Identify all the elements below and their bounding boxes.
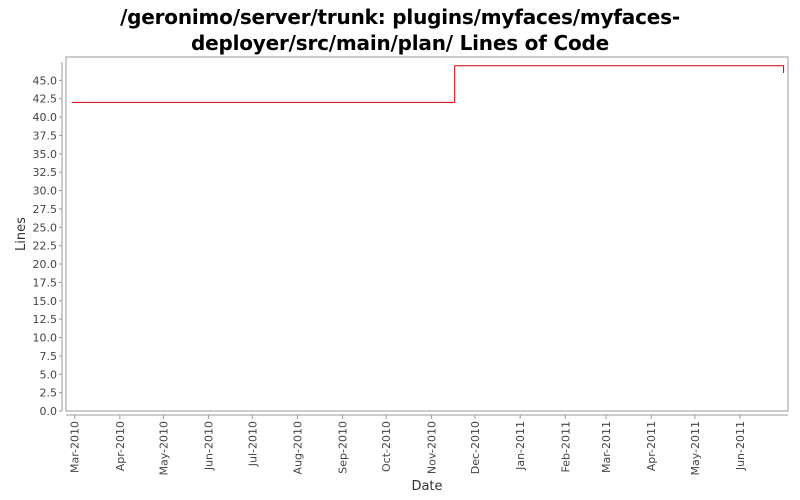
y-axis-label: Lines xyxy=(14,217,29,251)
y-tick-label: 22.5 xyxy=(33,240,58,253)
series-layer xyxy=(71,65,785,103)
y-tick-label: 32.5 xyxy=(33,166,58,179)
y-tick-label: 17.5 xyxy=(33,276,58,289)
y-tick-label: 30.0 xyxy=(33,185,58,198)
x-tick-label: Oct-2010 xyxy=(380,421,393,472)
y-tick-label: 5.0 xyxy=(40,368,58,381)
x-tick-label: Sep-2010 xyxy=(337,421,350,474)
y-tick-label: 12.5 xyxy=(33,313,58,326)
x-tick-label: Jan-2011 xyxy=(514,421,527,471)
y-tick-label: 15.0 xyxy=(33,295,58,308)
y-tick-label: 35.0 xyxy=(33,148,58,161)
y-tick-label: 2.5 xyxy=(40,387,58,400)
y-tick-label: 10.0 xyxy=(33,332,58,345)
x-axis-label: Date xyxy=(411,479,442,494)
x-tick-label: Mar-2011 xyxy=(600,421,613,473)
chart-title-line-1: /geronimo/server/trunk: plugins/myfaces/… xyxy=(120,5,680,29)
y-tick-label: 42.5 xyxy=(33,93,58,106)
y-tick-label: 27.5 xyxy=(33,203,58,216)
y-tick-label: 40.0 xyxy=(33,111,58,124)
y-tick-label: 25.0 xyxy=(33,221,58,234)
x-tick-label: Mar-2010 xyxy=(69,421,82,473)
x-tick-label: May-2011 xyxy=(689,421,702,476)
y-tick-label: 20.0 xyxy=(33,258,58,271)
x-tick-label: May-2010 xyxy=(158,421,171,476)
x-tick-label: Jun-2011 xyxy=(734,421,747,471)
x-tick-label: Aug-2010 xyxy=(291,421,304,474)
y-tick-label: 37.5 xyxy=(33,129,58,142)
plot-area xyxy=(65,56,789,412)
x-tick-label: Feb-2011 xyxy=(559,421,572,472)
x-tick-label: Nov-2010 xyxy=(425,421,438,474)
y-axis-ticks: 0.0 2.5 5.0 7.5 10.0 12.5 15.0 17.5 20.0 22.5 25.0… xyxy=(33,74,62,418)
x-tick-label: Dec-2010 xyxy=(469,421,482,474)
series-line xyxy=(71,65,785,103)
chart-title: /geronimo/server/trunk: plugins/myfaces/… xyxy=(0,4,800,56)
y-tick-label: 45.0 xyxy=(33,74,58,87)
x-tick-label: Jul-2010 xyxy=(246,421,259,467)
y-tick-label: 7.5 xyxy=(40,350,58,363)
y-tick-label: 0.0 xyxy=(40,405,58,418)
x-tick-label: Jun-2010 xyxy=(203,421,216,471)
chart-title-line-2: deployer/src/main/plan/ Lines of Code xyxy=(191,31,609,55)
x-axis-ticks: Mar-2010 Apr-2010 May-2010 Jun-2010 Jul-2010… xyxy=(69,415,747,476)
x-tick-label: Apr-2010 xyxy=(114,421,127,471)
x-tick-label: Apr-2011 xyxy=(645,421,658,471)
